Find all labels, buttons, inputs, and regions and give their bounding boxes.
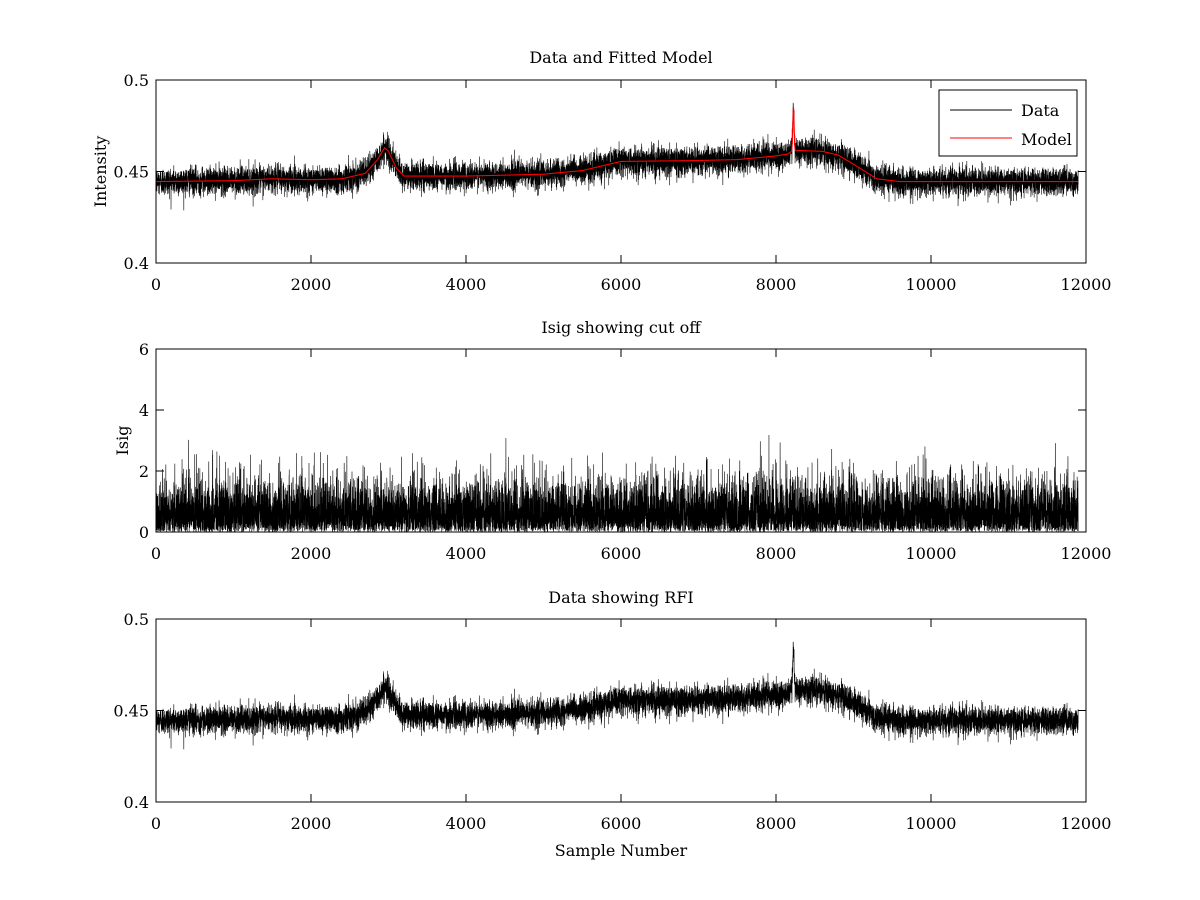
series-model-line [156, 107, 1079, 183]
y-tick-label: 4 [139, 401, 149, 420]
x-tick-label: 4000 [446, 275, 487, 294]
panel-3-title: Data showing RFI [548, 588, 693, 607]
panel-isig-cutoff: Isig showing cut off 0 2000 4000 6000 8000 10… [113, 318, 1111, 563]
x-tick-label: 8000 [756, 814, 797, 833]
series-data-rfi-line [155, 641, 1079, 750]
y-tick-label: 0.45 [113, 702, 149, 721]
panel-1-ticks: 0 2000 4000 6000 8000 10000 12000 0.4 0.45 0.5 [113, 71, 1111, 294]
y-tick-label: 2 [139, 462, 149, 481]
x-tick-label: 6000 [601, 814, 642, 833]
panel-data-fitted-model: Data and Fitted Model 0 2000 4000 6000 8000 1… [91, 48, 1111, 294]
x-tick-label: 10000 [906, 544, 957, 563]
x-tick-label: 12000 [1061, 544, 1112, 563]
x-tick-label: 12000 [1061, 814, 1112, 833]
y-tick-label: 0 [139, 523, 149, 542]
x-tick-label: 8000 [756, 544, 797, 563]
y-tick-label: 0.5 [124, 610, 149, 629]
panel-2-title: Isig showing cut off [541, 318, 702, 337]
legend-model-label: Model [1021, 130, 1072, 149]
x-tick-label: 2000 [291, 544, 332, 563]
y-tick-label: 0.45 [113, 163, 149, 182]
panel-3-ticks: 0 2000 4000 6000 8000 10000 12000 0.4 0.45 0.5 [113, 610, 1111, 833]
y-tick-label: 6 [139, 340, 149, 359]
legend-data-label: Data [1021, 101, 1060, 120]
x-tick-label: 12000 [1061, 275, 1112, 294]
x-tick-label: 4000 [446, 544, 487, 563]
panel-2-ticks: 0 2000 4000 6000 8000 10000 12000 0 2 4 6 [139, 340, 1112, 563]
x-tick-label: 6000 [601, 544, 642, 563]
panel-2-series-group [155, 435, 1079, 533]
series-data-line [155, 102, 1079, 211]
panel-1-series-group [155, 102, 1079, 211]
x-tick-label: 0 [151, 544, 161, 563]
x-tick-label: 4000 [446, 814, 487, 833]
x-tick-label: 8000 [756, 275, 797, 294]
y-tick-label: 0.4 [124, 254, 149, 273]
panel-1-legend: Data Model [938, 89, 1078, 157]
panel-1-title: Data and Fitted Model [529, 48, 712, 67]
x-tick-label: 2000 [291, 814, 332, 833]
legend-box [938, 89, 1078, 157]
x-tick-label: 10000 [906, 814, 957, 833]
x-tick-label: 0 [151, 275, 161, 294]
y-tick-label: 0.5 [124, 71, 149, 90]
panel-2-ylabel: Isig [113, 426, 132, 456]
x-tick-label: 10000 [906, 275, 957, 294]
panel-data-rfi: Data showing RFI 0 2000 4000 6000 8000 10000 1… [113, 588, 1111, 860]
panel-3-xlabel: Sample Number [555, 841, 688, 860]
series-isig-line [155, 435, 1079, 533]
panel-1-ylabel: Intensity [91, 136, 110, 208]
x-tick-label: 6000 [601, 275, 642, 294]
y-tick-label: 0.4 [124, 793, 149, 812]
panel-3-series-group [155, 641, 1079, 750]
x-tick-label: 2000 [291, 275, 332, 294]
x-tick-label: 0 [151, 814, 161, 833]
